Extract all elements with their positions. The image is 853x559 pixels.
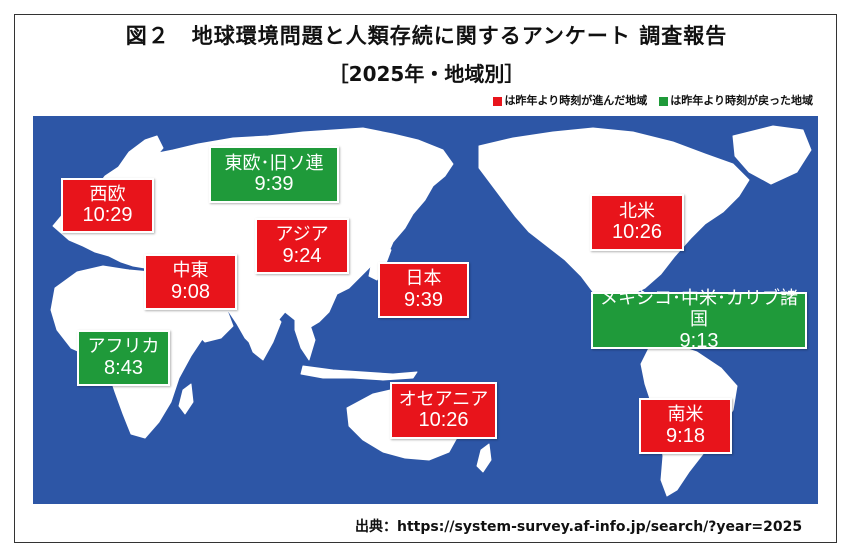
region-latin-america: メキシコ･中米･カリブ諸国 9:13	[591, 288, 807, 352]
region-time: 9:39	[254, 173, 294, 196]
figure-title: 図２ 地球環境問題と人類存続に関するアンケート 調査報告	[125, 24, 728, 48]
legend-advanced: は昨年より時刻が進んだ地域	[493, 92, 647, 108]
region-name: 南米	[667, 404, 704, 425]
region-middle-east: 中東 9:08	[144, 254, 237, 310]
region-western-europe: 西欧 10:29	[61, 178, 154, 233]
legend-reversed-label: は昨年より時刻が戻った地域	[670, 94, 813, 107]
legend-reversed: は昨年より時刻が戻った地域	[659, 92, 813, 108]
region-north-america: 北米 10:26	[590, 194, 684, 251]
region-name: オセアニア	[398, 388, 489, 409]
indonesia-landmass	[300, 365, 418, 381]
madagascar-landmass	[178, 383, 194, 415]
region-name: 中東	[172, 260, 209, 281]
region-time: 9:24	[282, 244, 322, 267]
world-map: 西欧 10:29 東欧･旧ソ連 9:39 アジア 9:24 中東 9:08 日本…	[33, 116, 818, 504]
greenland-landmass	[732, 125, 812, 185]
region-name: 東欧･旧ソ連	[224, 152, 324, 173]
green-square-icon	[659, 96, 669, 106]
region-time: 9:18	[666, 424, 705, 447]
region-eastern-europe: 東欧･旧ソ連 9:39	[209, 146, 339, 203]
region-name: 西欧	[89, 183, 126, 204]
region-japan: 日本 9:39	[378, 262, 469, 318]
region-name: 北米	[619, 200, 655, 221]
region-time: 8:43	[104, 356, 143, 379]
legend-advanced-label: は昨年より時刻が進んだ地域	[504, 94, 648, 107]
region-name: メキシコ･中米･カリブ諸国	[600, 288, 798, 329]
new-zealand-landmass	[476, 443, 492, 473]
region-africa: アフリカ 8:43	[77, 330, 170, 386]
region-time: 10:26	[611, 221, 663, 244]
region-time: 10:29	[82, 204, 133, 227]
figure-subtitle: ［2025年・地域別］	[328, 62, 525, 86]
india-landmass	[242, 309, 282, 361]
region-asia: アジア 9:24	[255, 218, 349, 274]
legend: は昨年より時刻が進んだ地域 は昨年より時刻が戻った地域	[493, 92, 813, 108]
red-square-icon	[493, 96, 503, 106]
region-south-america: 南米 9:18	[639, 398, 732, 454]
region-time: 9:08	[171, 280, 210, 303]
region-name: アジア	[275, 224, 329, 245]
source-citation: 出典：https://system-survey.af-info.jp/sear…	[355, 519, 803, 535]
region-time: 9:39	[404, 288, 443, 311]
region-name: 日本	[405, 268, 442, 289]
region-oceania: オセアニア 10:26	[390, 382, 497, 439]
region-time: 10:26	[418, 409, 469, 432]
southeast-asia-landmass	[294, 315, 316, 361]
region-name: アフリカ	[87, 336, 160, 357]
region-time: 9:13	[679, 329, 719, 352]
